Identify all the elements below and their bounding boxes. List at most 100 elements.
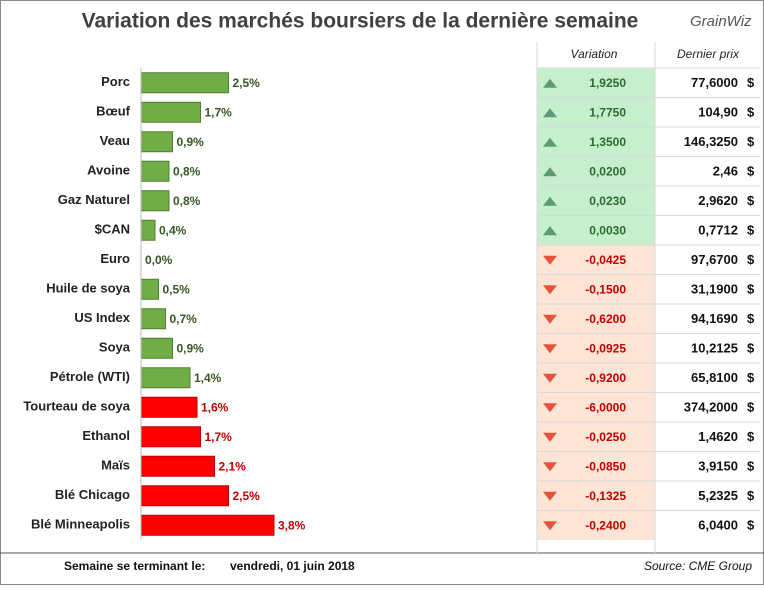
arrow-up xyxy=(543,137,557,147)
variation-value: -0,1325 xyxy=(585,489,626,503)
data-label: 2,5% xyxy=(233,489,261,503)
variation-value: -0,1500 xyxy=(585,282,626,296)
currency: $ xyxy=(747,518,755,533)
chart-title: Variation des marchés boursiers de la de… xyxy=(82,10,639,33)
variation-cell xyxy=(537,510,655,540)
currency: $ xyxy=(747,341,755,356)
category-label: Maïs xyxy=(101,458,130,473)
variation-cell xyxy=(537,215,655,245)
price-value: 2,46 xyxy=(713,164,738,179)
variation-value: 1,9250 xyxy=(589,76,626,90)
category-label: Soya xyxy=(99,340,131,355)
arrow-down xyxy=(543,521,557,531)
category-label: Huile de soya xyxy=(46,281,131,296)
price-value: 3,9150 xyxy=(698,459,738,474)
currency: $ xyxy=(747,311,755,326)
price-value: 31,1900 xyxy=(691,282,738,297)
data-label: 0,7% xyxy=(170,312,198,326)
variation-cell xyxy=(537,68,655,98)
bar xyxy=(140,514,275,536)
bar xyxy=(140,160,170,182)
footer-date: vendredi, 01 juin 2018 xyxy=(230,559,355,573)
price-value: 146,3250 xyxy=(684,134,738,149)
bar xyxy=(140,337,173,359)
arrow-down xyxy=(543,373,557,383)
bar xyxy=(140,396,198,418)
currency: $ xyxy=(747,429,755,444)
category-label: Tourteau de soya xyxy=(23,399,130,414)
arrow-up xyxy=(543,108,557,118)
arrow-down xyxy=(543,491,557,501)
column-header: Dernier prix xyxy=(677,47,740,61)
bar xyxy=(140,426,201,448)
variation-cell xyxy=(537,127,655,157)
bar xyxy=(140,278,159,300)
category-label: Ethanol xyxy=(82,428,130,443)
bar xyxy=(140,308,166,330)
category-label: Avoine xyxy=(87,163,130,178)
variation-value: 0,0030 xyxy=(589,223,626,237)
variation-cell xyxy=(537,481,655,511)
variation-cell xyxy=(537,451,655,481)
category-label: Bœuf xyxy=(96,104,131,119)
variation-cell xyxy=(537,363,655,393)
data-label: 0,9% xyxy=(177,135,205,149)
price-value: 0,7712 xyxy=(698,223,738,238)
price-value: 65,8100 xyxy=(691,370,738,385)
data-label: 0,5% xyxy=(163,282,191,296)
currency: $ xyxy=(747,252,755,267)
currency: $ xyxy=(747,105,755,120)
category-label: Blé Chicago xyxy=(55,487,130,502)
data-label: 1,4% xyxy=(194,371,222,385)
logo: GrainWiz xyxy=(690,13,752,30)
variation-cell xyxy=(537,97,655,127)
bar xyxy=(140,485,229,507)
variation-value: -0,0250 xyxy=(585,430,626,444)
price-value: 97,6700 xyxy=(691,252,738,267)
category-label: Porc xyxy=(101,74,130,89)
data-label: 3,8% xyxy=(278,518,306,532)
currency: $ xyxy=(747,370,755,385)
bar xyxy=(140,101,201,123)
variation-value: -0,0925 xyxy=(585,341,626,355)
category-label: $CAN xyxy=(95,222,130,237)
data-label: 0,9% xyxy=(177,341,205,355)
variation-value: 0,0200 xyxy=(589,164,626,178)
data-label: 1,6% xyxy=(201,400,229,414)
category-label: Pétrole (WTI) xyxy=(50,369,130,384)
arrow-up xyxy=(543,226,557,236)
price-value: 1,4620 xyxy=(698,429,738,444)
variation-value: -0,2400 xyxy=(585,518,626,532)
variation-value: -0,0425 xyxy=(585,253,626,267)
arrow-down xyxy=(543,285,557,295)
bar xyxy=(140,72,229,94)
category-label: Veau xyxy=(100,133,130,148)
currency: $ xyxy=(747,282,755,297)
price-value: 104,90 xyxy=(698,105,738,120)
variation-cell xyxy=(537,186,655,216)
category-label: Gaz Naturel xyxy=(58,192,130,207)
data-label: 1,7% xyxy=(205,430,233,444)
arrow-down xyxy=(543,344,557,354)
currency: $ xyxy=(747,400,755,415)
data-label: 0,0% xyxy=(145,253,173,267)
bar xyxy=(140,219,156,241)
currency: $ xyxy=(747,75,755,90)
arrow-up xyxy=(543,196,557,206)
column-header: Variation xyxy=(571,47,618,61)
data-label: 2,5% xyxy=(233,76,261,90)
category-label: US Index xyxy=(74,310,130,325)
variation-cell xyxy=(537,333,655,363)
price-value: 374,2000 xyxy=(684,400,738,415)
data-label: 0,8% xyxy=(173,164,201,178)
variation-value: -0,0850 xyxy=(585,459,626,473)
arrow-up xyxy=(543,78,557,88)
currency: $ xyxy=(747,134,755,149)
variation-value: -0,9200 xyxy=(585,371,626,385)
bar xyxy=(140,455,215,477)
variation-cell xyxy=(537,422,655,452)
price-value: 94,1690 xyxy=(691,311,738,326)
data-label: 1,7% xyxy=(205,105,233,119)
price-value: 10,2125 xyxy=(691,341,738,356)
